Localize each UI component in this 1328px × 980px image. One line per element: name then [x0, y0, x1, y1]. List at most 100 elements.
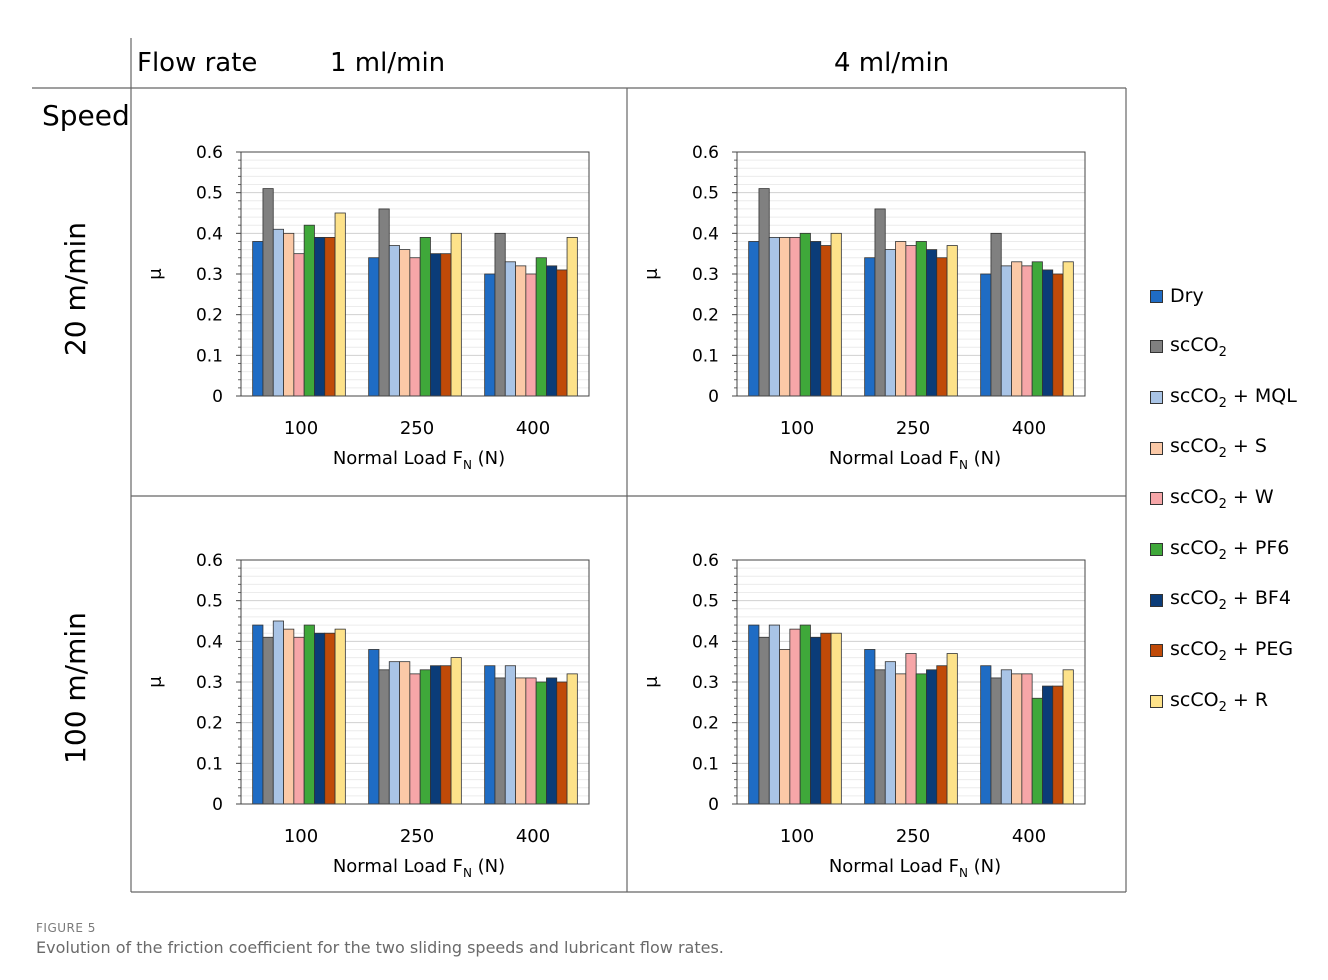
legend-label: scCO2 + R — [1170, 689, 1268, 715]
bar — [262, 636, 274, 805]
bar — [980, 273, 992, 397]
bar — [368, 257, 380, 397]
y-axis-label: μ — [145, 268, 166, 280]
bar — [314, 632, 326, 805]
bar — [368, 649, 380, 805]
bar — [895, 241, 907, 397]
legend-label: scCO2 + MQL — [1170, 385, 1297, 411]
col-label-1-ml-min: 1 ml/min — [330, 48, 446, 78]
bar — [905, 653, 917, 805]
x-tick-label: 100 — [780, 418, 814, 439]
bar — [1031, 261, 1043, 397]
legend-item: scCO2 + MQL — [1150, 385, 1297, 411]
bar — [1052, 685, 1064, 805]
bar — [535, 257, 547, 397]
bar — [884, 249, 896, 397]
legend-item: scCO2 + R — [1150, 689, 1268, 715]
bar — [789, 236, 801, 397]
x-tick-label: 250 — [400, 826, 434, 847]
legend-label-suffix: + W — [1226, 485, 1274, 508]
figure-caption: Evolution of the friction coefficient fo… — [36, 938, 724, 957]
col-title-flow-rate: Flow rate — [137, 48, 258, 78]
bar — [419, 236, 431, 397]
bar — [334, 628, 346, 805]
bar — [272, 228, 284, 397]
legend-label-subscript: 2 — [1218, 598, 1227, 614]
bar — [1011, 261, 1023, 397]
legend-item: scCO2 + W — [1150, 485, 1274, 512]
bar — [1021, 265, 1033, 397]
y-tick-label: 0.1 — [692, 754, 719, 774]
bar — [515, 265, 527, 397]
plot-border — [240, 151, 590, 397]
legend-swatch — [1150, 593, 1163, 607]
y-tick-label: 0.4 — [196, 224, 223, 244]
bar — [915, 241, 927, 397]
legend-label: scCO2 + BF4 — [1170, 587, 1291, 613]
bar — [1042, 685, 1054, 805]
legend-label-subscript: 2 — [1218, 344, 1227, 360]
bar — [946, 245, 958, 397]
bar — [494, 677, 506, 805]
bar — [252, 241, 264, 397]
legend-label: scCO2 + PEG — [1170, 638, 1293, 664]
legend-label-text: scCO — [1170, 333, 1219, 356]
bar — [566, 673, 578, 805]
bar — [556, 269, 568, 397]
bar — [535, 681, 547, 805]
col-label-4-ml-min: 4 ml/min — [834, 48, 950, 78]
legend-label-suffix: + PEG — [1226, 638, 1294, 660]
bar — [324, 236, 336, 397]
bar — [748, 241, 760, 397]
bar — [980, 665, 992, 805]
x-tick-label: 400 — [516, 826, 550, 847]
legend-swatch — [1150, 644, 1163, 658]
x-axis-label: Normal Load FN (N) — [333, 448, 505, 472]
bar — [810, 636, 822, 805]
y-tick-label: 0.6 — [196, 143, 223, 163]
y-tick-label: 0.4 — [692, 224, 719, 244]
bar — [252, 624, 264, 805]
legend-label-subscript: 2 — [1218, 496, 1227, 512]
bar — [378, 208, 390, 397]
legend-label-subscript: 2 — [1218, 648, 1227, 664]
bar — [1011, 673, 1023, 805]
y-tick-label: 0.5 — [692, 184, 719, 204]
x-tick-label: 400 — [1012, 418, 1046, 439]
bar — [1062, 261, 1074, 397]
bar — [314, 236, 326, 397]
bar — [409, 257, 421, 397]
bar — [779, 649, 791, 805]
bar — [546, 677, 558, 805]
legend-swatch — [1150, 441, 1163, 455]
bar — [293, 253, 305, 397]
legend-swatch — [1150, 340, 1163, 354]
bar — [1021, 673, 1033, 805]
legend-label: Dry — [1170, 285, 1204, 307]
x-axis-label: Normal Load FN (N) — [829, 448, 1001, 472]
bar — [864, 649, 876, 805]
x-axis-label: Normal Load FN (N) — [829, 856, 1001, 880]
x-tick-label: 250 — [400, 418, 434, 439]
x-axis-label: Normal Load FN (N) — [333, 856, 505, 880]
y-tick-label: 0.1 — [196, 754, 223, 774]
row-label-20-m-min: 20 m/min — [59, 221, 92, 357]
bar — [378, 669, 390, 805]
y-tick-label: 0.3 — [196, 673, 223, 693]
y-tick-label: 0.2 — [692, 306, 719, 326]
bar — [884, 661, 896, 805]
bar — [525, 677, 537, 805]
bar — [546, 265, 558, 397]
bar — [388, 661, 400, 805]
y-tick-label: 0.6 — [692, 143, 719, 163]
plot-border — [240, 559, 590, 805]
legend-item: Dry — [1150, 285, 1204, 307]
bar — [440, 665, 452, 805]
bar — [1052, 273, 1064, 397]
legend-label-suffix: + S — [1226, 435, 1267, 458]
y-tick-label: 0.5 — [692, 592, 719, 612]
bar — [484, 665, 496, 805]
bar — [874, 208, 886, 397]
y-tick-label: 0.2 — [196, 306, 223, 326]
bar — [810, 241, 822, 397]
